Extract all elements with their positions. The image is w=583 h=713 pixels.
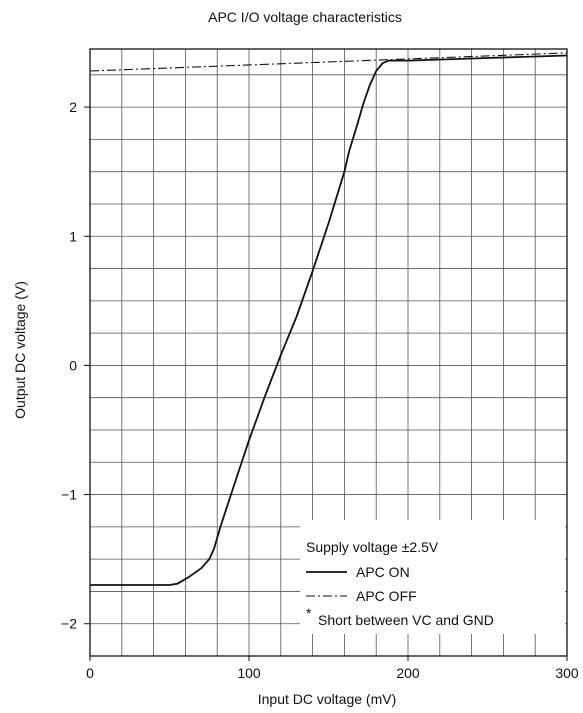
y-tick-label: 2 <box>69 99 77 115</box>
legend-label-apc-off: APC OFF <box>356 588 417 604</box>
axis-ticks: 0 100 200 300 −2 −1 0 1 2 <box>61 99 579 681</box>
legend-footnote: Short between VC and GND <box>318 612 494 628</box>
y-axis-label: Output DC voltage (V) <box>12 281 28 419</box>
footnote-mark: * <box>306 605 312 621</box>
x-tick-label: 300 <box>555 665 579 681</box>
x-tick-label: 100 <box>237 665 261 681</box>
series-line-apc-on <box>90 54 568 586</box>
legend-label-apc-on: APC ON <box>356 564 410 580</box>
x-axis-label: Input DC voltage (mV) <box>258 691 397 707</box>
y-tick-label: −1 <box>61 487 77 503</box>
chart-title: APC I/O voltage characteristics <box>208 9 402 25</box>
y-tick-label: −2 <box>61 616 77 632</box>
x-tick-label: 0 <box>86 665 94 681</box>
series-line-apc-off <box>89 52 568 72</box>
legend-header: Supply voltage ±2.5V <box>306 539 439 555</box>
plot-frame <box>89 48 568 657</box>
legend: Supply voltage ±2.5V APC ON APC OFF * Sh… <box>300 520 565 634</box>
y-tick-label: 1 <box>69 228 77 244</box>
x-tick-label: 200 <box>396 665 420 681</box>
series-lines <box>89 52 568 586</box>
legend-box <box>300 520 565 634</box>
y-tick-label: 0 <box>69 357 77 373</box>
